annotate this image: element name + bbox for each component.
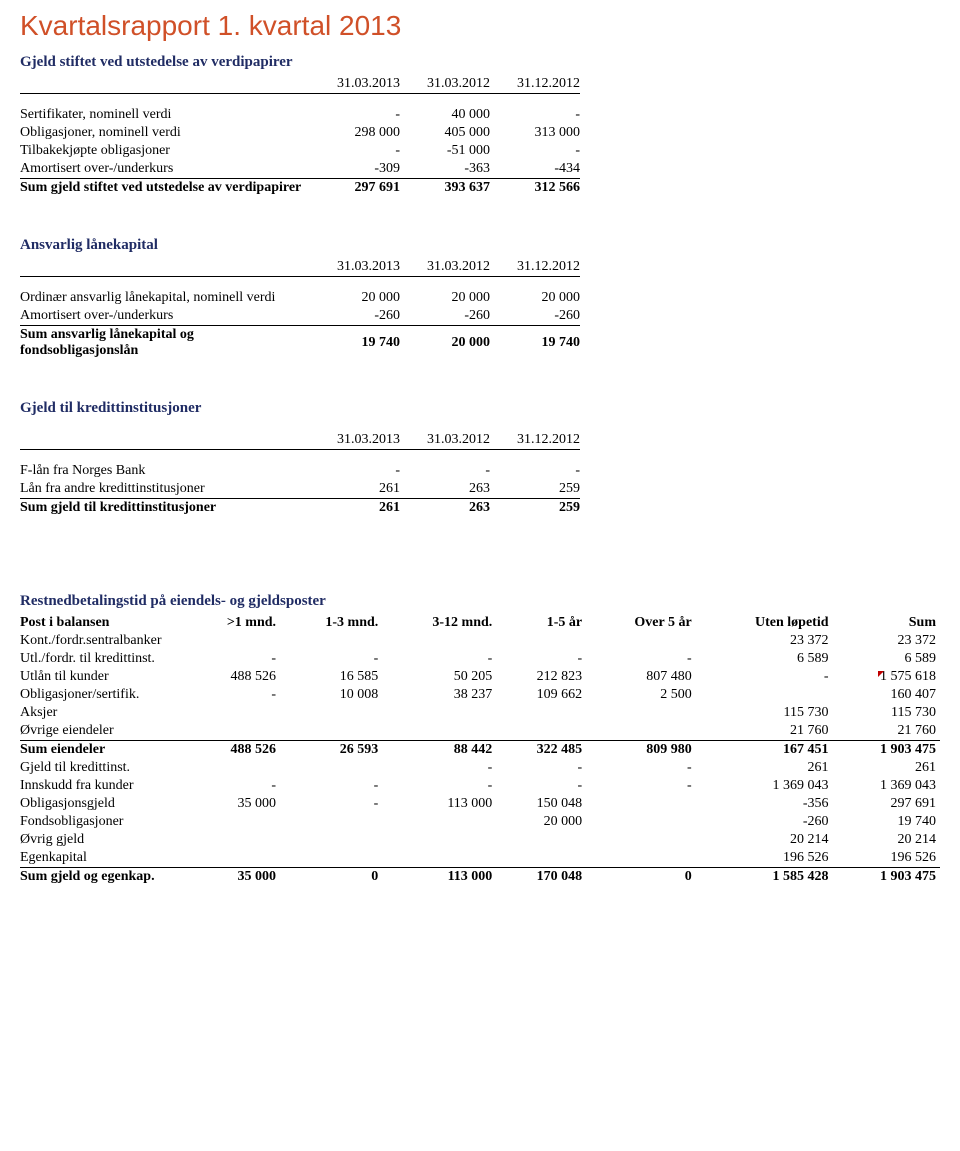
table-restnedbetalingstid: Post i balansen >1 mnd. 1-3 mnd. 3-12 mn… <box>20 614 940 886</box>
table-row: Fondsobligasjoner20 000-26019 740 <box>20 813 940 831</box>
section-title-gjeld-kredittinstitusjoner: Gjeld til kredittinstitusjoner <box>20 400 940 417</box>
table-sum-row: Sum gjeld til kredittinstitusjoner261263… <box>20 499 580 518</box>
table-row: Amortisert over-/underkurs-260-260-260 <box>20 307 580 326</box>
col-date-1: 31.03.2013 <box>310 75 400 94</box>
table-row: Obligasjoner, nominell verdi298 000405 0… <box>20 124 580 142</box>
table-sum-row: Sum ansvarlig lånekapital og fondsobliga… <box>20 326 580 361</box>
col-sum: Sum <box>833 614 940 632</box>
table-row: Lån fra andre kredittinstitusjoner261263… <box>20 480 580 499</box>
table-row: Sertifikater, nominell verdi-40 000- <box>20 106 580 124</box>
table-gjeld-verdipapirer: 31.03.2013 31.03.2012 31.12.2012 Sertifi… <box>20 75 580 197</box>
table-sum-row: Sum gjeld og egenkap.35 0000113 000170 0… <box>20 868 940 887</box>
col-1-3mnd: 1-3 mnd. <box>280 614 382 632</box>
section-title-ansvarlig-lanekapital: Ansvarlig lånekapital <box>20 237 940 254</box>
table-row: Aksjer115 730115 730 <box>20 704 940 722</box>
col-1-5ar: 1-5 år <box>496 614 586 632</box>
table-row: Obligasjonsgjeld35 000-113 000150 048-35… <box>20 795 940 813</box>
col-date-3: 31.12.2012 <box>490 75 580 94</box>
table-sum-row: Sum gjeld stiftet ved utstedelse av verd… <box>20 179 580 198</box>
table-row: Amortisert over-/underkurs-309-363-434 <box>20 160 580 179</box>
col-date-3: 31.12.2012 <box>490 431 580 450</box>
section-title-gjeld-verdipapirer: Gjeld stiftet ved utstedelse av verdipap… <box>20 54 940 71</box>
table-sum-row: Sum eiendeler488 52626 59388 442322 4858… <box>20 741 940 760</box>
table-row: Obligasjoner/sertifik.-10 00838 237109 6… <box>20 686 940 704</box>
col-over-5ar: Over 5 år <box>586 614 696 632</box>
table-row: Kont./fordr.sentralbanker23 37223 372 <box>20 632 940 650</box>
table-gjeld-kredittinstitusjoner: 31.03.2013 31.03.2012 31.12.2012 F-lån f… <box>20 431 580 517</box>
col-date-3: 31.12.2012 <box>490 258 580 277</box>
col-date-1: 31.03.2013 <box>310 431 400 450</box>
col-date-1: 31.03.2013 <box>310 258 400 277</box>
table-ansvarlig-lanekapital: 31.03.2013 31.03.2012 31.12.2012 Ordinær… <box>20 258 580 360</box>
table-row: Utl./fordr. til kredittinst.-----6 5896 … <box>20 650 940 668</box>
col-date-2: 31.03.2012 <box>400 258 490 277</box>
table-row: Tilbakekjøpte obligasjoner--51 000- <box>20 142 580 160</box>
col-uten-lopetid: Uten løpetid <box>696 614 833 632</box>
col-date-2: 31.03.2012 <box>400 75 490 94</box>
comment-marker-icon <box>878 671 884 677</box>
table-row: Øvrige eiendeler21 76021 760 <box>20 722 940 741</box>
col-date-2: 31.03.2012 <box>400 431 490 450</box>
table-row: Gjeld til kredittinst.---261261 <box>20 759 940 777</box>
table-row: F-lån fra Norges Bank--- <box>20 462 580 480</box>
table-row: Egenkapital196 526196 526 <box>20 849 940 868</box>
col-3-12mnd: 3-12 mnd. <box>382 614 496 632</box>
table-row: Ordinær ansvarlig lånekapital, nominell … <box>20 289 580 307</box>
table-row: Utlån til kunder488 52616 58550 205212 8… <box>20 668 940 686</box>
table-row: Innskudd fra kunder-----1 369 0431 369 0… <box>20 777 940 795</box>
col-1mnd: >1 mnd. <box>184 614 280 632</box>
col-post: Post i balansen <box>20 614 184 632</box>
table-row: Øvrig gjeld20 21420 214 <box>20 831 940 849</box>
section-title-restnedbetalingstid: Restnedbetalingstid på eiendels- og gjel… <box>20 593 940 610</box>
document-title: Kvartalsrapport 1. kvartal 2013 <box>20 10 940 42</box>
